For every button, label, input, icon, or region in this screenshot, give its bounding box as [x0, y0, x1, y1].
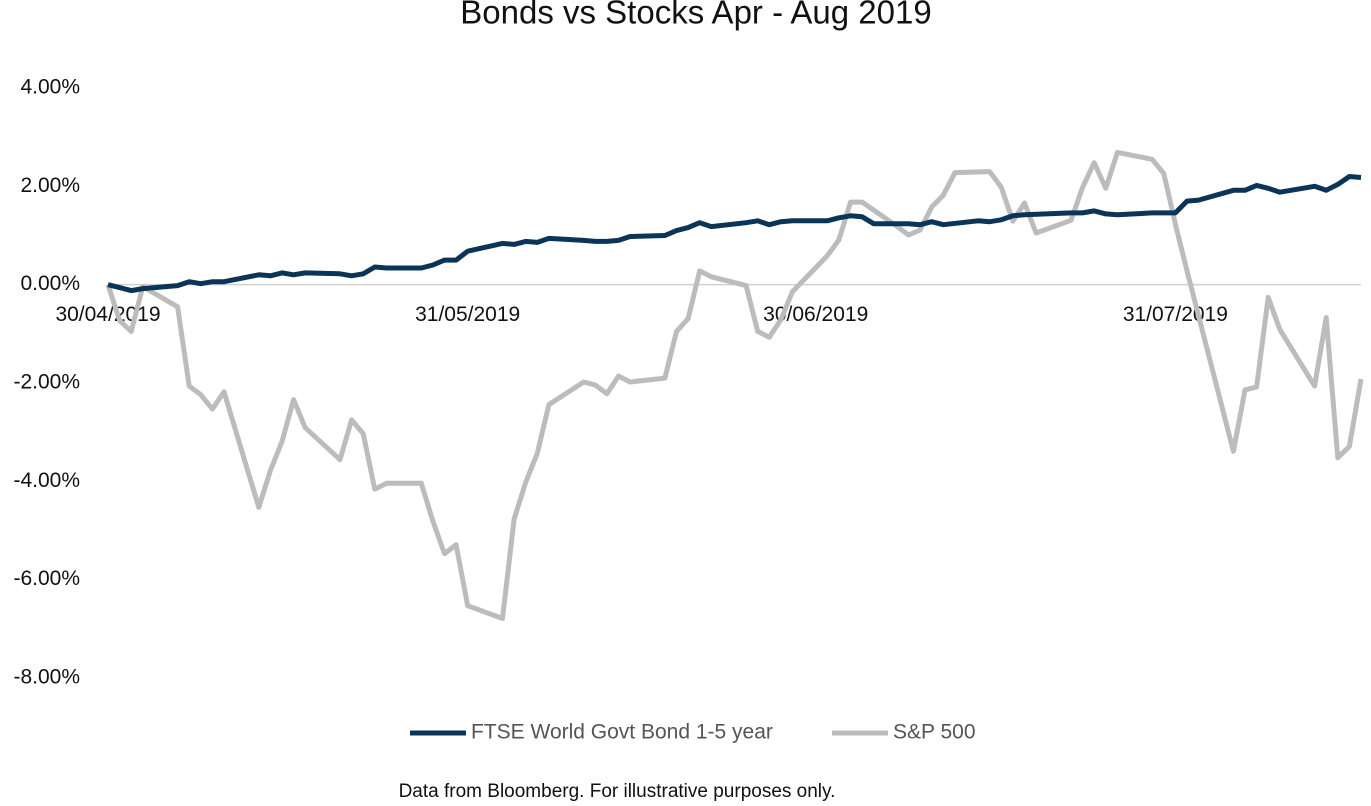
- x-tick-label: 30/04/2019: [55, 303, 160, 326]
- legend-label: FTSE World Govt Bond 1-5 year: [471, 721, 773, 744]
- legend-label: S&P 500: [893, 721, 976, 744]
- y-tick-label: 4.00%: [20, 76, 80, 99]
- y-tick-label: -6.00%: [13, 567, 80, 590]
- x-tick-label: 31/05/2019: [415, 303, 520, 326]
- y-tick-label: -4.00%: [13, 469, 80, 492]
- footnote: Data from Bloomberg. For illustrative pu…: [399, 781, 836, 802]
- chart-title: Bonds vs Stocks Apr - Aug 2019: [460, 0, 931, 31]
- y-tick-label: 0.00%: [20, 272, 80, 295]
- legend: FTSE World Govt Bond 1-5 year S&P 500: [410, 721, 976, 744]
- x-tick-label: 30/06/2019: [763, 303, 868, 326]
- y-tick-label: -2.00%: [13, 371, 80, 394]
- y-tick-label: 2.00%: [20, 174, 80, 197]
- x-tick-label: 31/07/2019: [1123, 303, 1228, 326]
- line-series: [105, 149, 1364, 621]
- line-series: [107, 174, 1362, 294]
- y-tick-label: -8.00%: [13, 666, 80, 689]
